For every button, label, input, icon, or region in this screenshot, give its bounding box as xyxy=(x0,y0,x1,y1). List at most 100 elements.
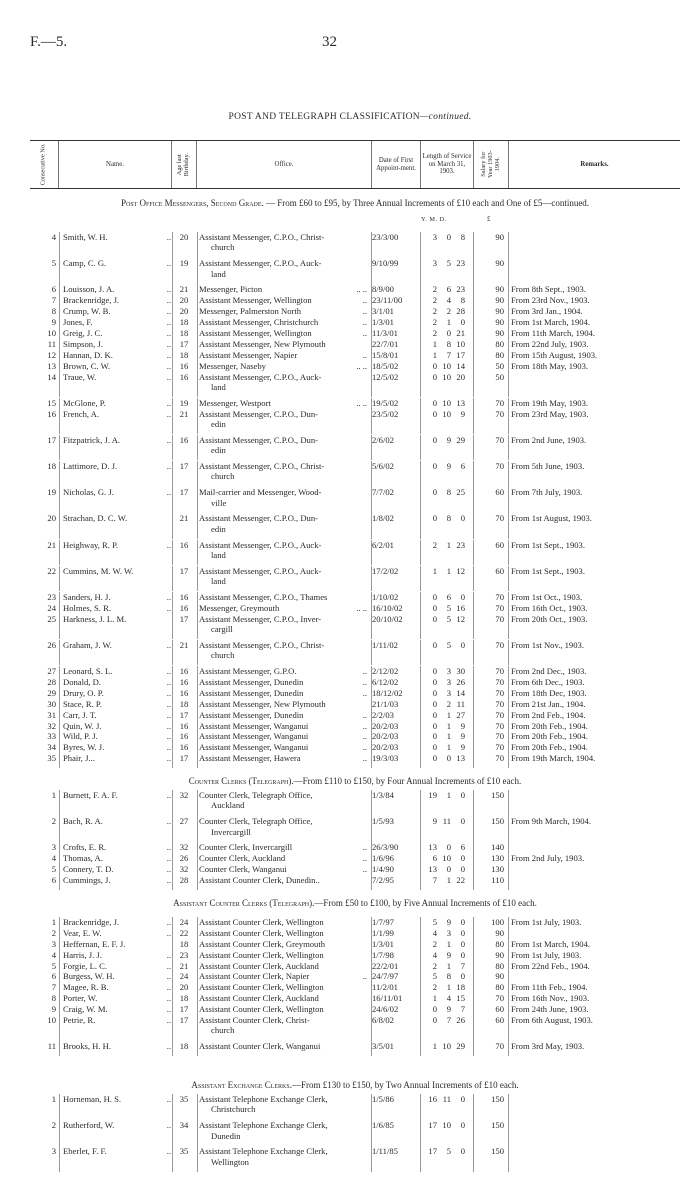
column-rule xyxy=(371,639,372,666)
leader-dots: .. xyxy=(166,993,171,1004)
column-rule xyxy=(508,993,509,1009)
age: 17 xyxy=(179,565,189,576)
employee-name: Carr, J. T. xyxy=(63,709,97,720)
column-rule xyxy=(420,591,421,607)
leader-dots: .. xyxy=(166,720,171,731)
column-rule xyxy=(197,613,198,640)
office-cell: Counter Clerk, Telegraph Office, Auckland xyxy=(199,790,367,811)
table-row: 12 Hannan, D. K... 18 Assistant Messenger, … xyxy=(30,349,680,365)
column-rule xyxy=(508,460,509,487)
column-rule xyxy=(197,539,198,566)
office-line: Assistant Messenger, Wanganui.. xyxy=(199,742,367,752)
table-row: 18 Lattimore, D. J... 17 Assistant Messenge… xyxy=(30,460,680,487)
remarks: From 11th March, 1904. xyxy=(511,327,595,338)
service-years: 2 xyxy=(432,960,437,971)
age: 16 xyxy=(179,360,189,371)
column-rule xyxy=(172,842,173,858)
column-rule xyxy=(59,790,60,816)
table-row: 2 Rutherford, W... 34 Assistant Telephone E… xyxy=(30,1120,680,1146)
office-name: Counter Clerk, Auckland xyxy=(199,853,286,864)
column-rule xyxy=(371,460,372,487)
leader-dots: .. xyxy=(362,731,367,742)
leader-dots: .. xyxy=(166,742,171,753)
salary: 70 xyxy=(495,720,504,731)
date-first-appointment: 6/12/02 xyxy=(372,676,399,687)
remarks: From 1st Sept., 1903. xyxy=(511,539,586,550)
service-years: 5 xyxy=(432,971,437,982)
employee-name: Brackenridge, J. xyxy=(63,917,120,927)
column-rule xyxy=(172,864,173,880)
column-rule xyxy=(508,371,509,398)
age: 17 xyxy=(179,460,189,471)
office-cell: Assistant Messenger, Christchurch.. xyxy=(199,317,367,327)
table-row: 30 Stace, R. P... 18 Assistant Messenger, N… xyxy=(30,698,680,714)
table-row: 29 Drury, O. P... 16 Assistant Messenger, D… xyxy=(30,687,680,703)
column-rule xyxy=(371,539,372,566)
column-rule xyxy=(197,1146,198,1172)
service-units: Y. M. D. xyxy=(421,216,447,223)
column-rule xyxy=(59,927,60,943)
office-cell: Assistant Counter Clerk, Wellington xyxy=(199,928,367,938)
leader-dots: .. xyxy=(362,709,367,720)
column-rule xyxy=(371,284,372,300)
employee-name: Cummins, M. W. W. xyxy=(63,565,134,576)
salary: 70 xyxy=(495,408,504,419)
leader-dots: .. xyxy=(166,709,171,720)
office-line: Assistant Messenger, G.P.O... xyxy=(199,666,367,676)
length-of-service: 0 3 30 xyxy=(423,666,471,676)
column-rule xyxy=(59,317,60,332)
employee-name: Quin, W. J. xyxy=(63,720,102,731)
date-first-appointment: 22/7/01 xyxy=(372,338,399,349)
leader-dots: .. xyxy=(362,864,367,875)
column-rule xyxy=(420,1015,421,1041)
section-heading: Counter Clerks (Telegraph).—From £110 to… xyxy=(30,776,680,787)
office-line: Assistant Counter Clerk, Auckland xyxy=(199,961,367,971)
header-name: Name. xyxy=(59,141,172,188)
column-rule xyxy=(59,1120,60,1146)
salary: 70 xyxy=(495,513,504,524)
service-years: 2 xyxy=(432,327,437,338)
office-line: Counter Clerk, Auckland.. xyxy=(199,853,367,863)
service-months: 3 xyxy=(446,676,451,687)
length-of-service: 0 1 27 xyxy=(423,710,471,720)
column-rule xyxy=(371,1015,372,1041)
leader-dots: .. xyxy=(166,927,171,938)
consecutive-no: 20 xyxy=(47,513,56,524)
service-days: 0 xyxy=(460,864,465,875)
office-cell: Assistant Messenger, Hawera.. xyxy=(199,753,367,763)
service-days: 0 xyxy=(460,949,465,960)
office-cell: Assistant Messenger, C.P.O., Thames xyxy=(199,592,367,602)
column-rule xyxy=(508,938,509,954)
age: 26 xyxy=(179,853,189,864)
column-rule xyxy=(371,360,372,376)
office-cell: Assistant Counter Clerk, Dunedin.. xyxy=(199,875,367,885)
column-rule xyxy=(508,698,509,714)
column-rule xyxy=(197,639,198,666)
column-rule xyxy=(59,960,60,976)
column-rule xyxy=(371,698,372,714)
column-rule xyxy=(197,875,198,890)
office-line: Assistant Messenger, C.P.O., Auck- xyxy=(199,258,367,268)
office-name: Assistant Counter Clerk, Wellington xyxy=(199,917,324,927)
age: 35 xyxy=(179,1146,189,1157)
service-years: 0 xyxy=(432,371,437,382)
column-rule xyxy=(473,565,474,592)
name-cell: Harris, J. J... xyxy=(63,950,171,960)
leader-dots: .. xyxy=(166,666,171,677)
service-days: 14 xyxy=(456,687,465,698)
service-months: 10 xyxy=(442,360,451,371)
service-months: 11 xyxy=(442,816,451,827)
column-rule xyxy=(508,349,509,365)
office-cell: Assistant Counter Clerk, Auckland xyxy=(199,993,367,1003)
service-years: 0 xyxy=(432,666,437,677)
column-rule xyxy=(371,875,372,890)
employee-name: Phair, J... xyxy=(63,753,95,764)
leader-dots: .. xyxy=(362,349,367,360)
table-row: 21 Heighway, R. P... 16 Assistant Messenger… xyxy=(30,539,680,566)
salary: 130 xyxy=(491,864,504,875)
service-years: 2 xyxy=(432,306,437,317)
salary: 150 xyxy=(491,1146,504,1157)
